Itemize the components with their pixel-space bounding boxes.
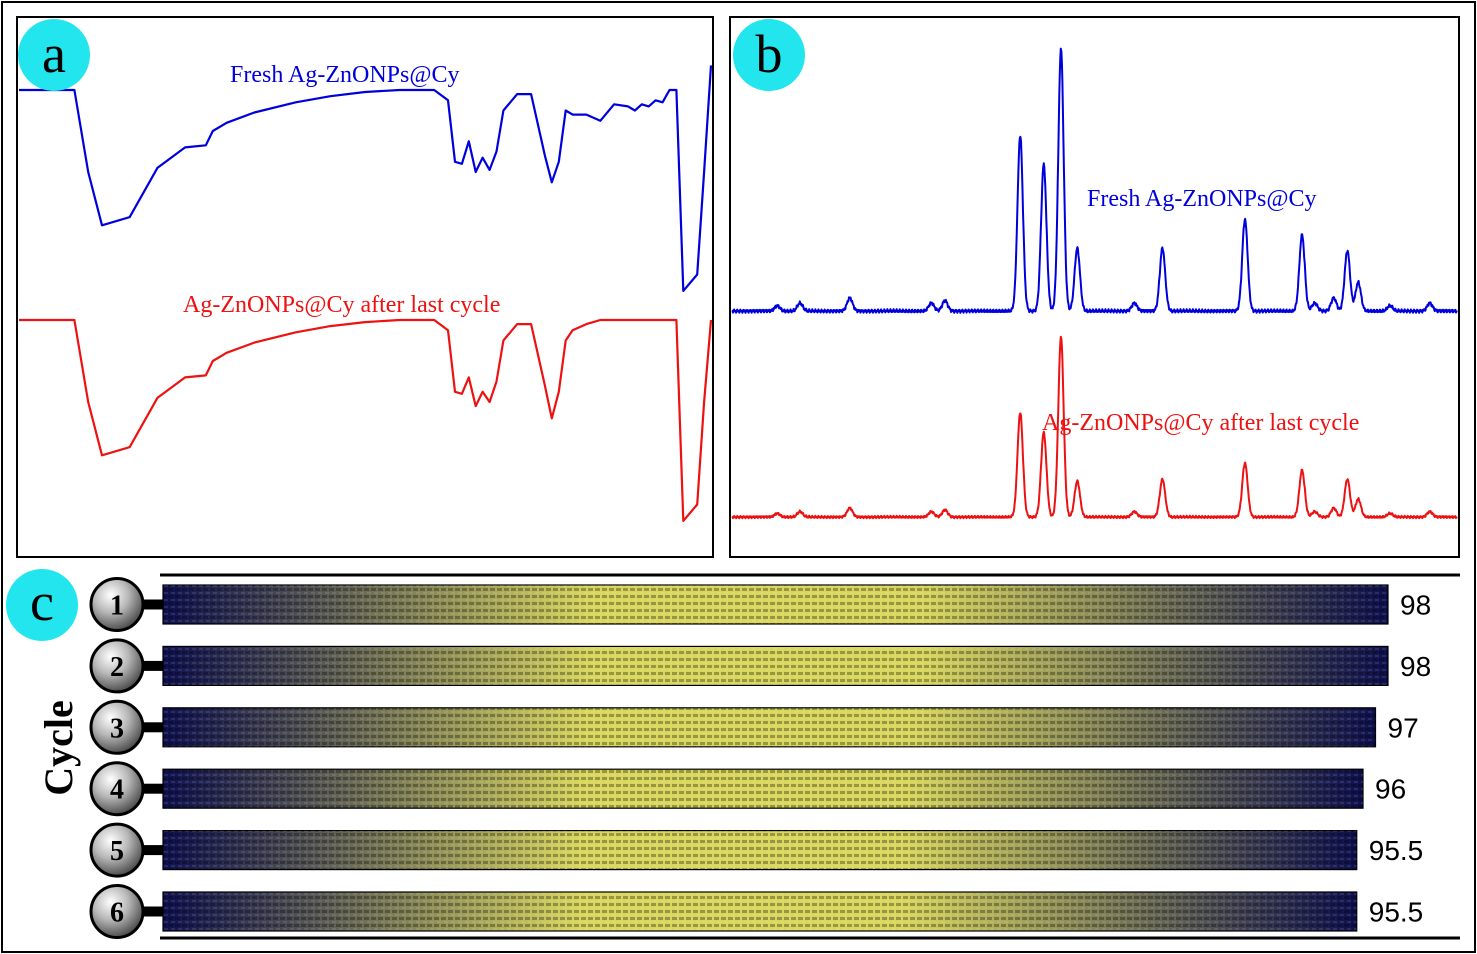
- cycle-bar-texture: [163, 892, 1357, 931]
- cycle-number: 3: [110, 713, 124, 744]
- panel-a-plot: [19, 65, 713, 522]
- panel-b-series-used: [731, 335, 1458, 520]
- cycle-value-label: 98: [1400, 651, 1431, 682]
- panel-c-badge-letter: c: [30, 572, 54, 632]
- cycle-connector: [141, 599, 163, 610]
- cycle-number: 6: [110, 898, 124, 929]
- cycle-number: 1: [110, 591, 124, 622]
- panel-a-label-used: Ag-ZnONPs@Cy after last cycle: [183, 292, 500, 318]
- panel-a: a Fresh Ag-ZnONPs@Cy Ag-ZnONPs@Cy after …: [16, 16, 714, 558]
- cycle-value-label: 98: [1400, 590, 1431, 621]
- cycle-number: 5: [110, 836, 124, 867]
- cycle-number-ball: [89, 699, 145, 755]
- cycle-number-ball: [89, 884, 145, 939]
- panel-c-badge: [6, 569, 78, 641]
- panel-c-bars: 1 982 983 974 965 95.56 95.5: [89, 577, 1431, 939]
- cycle-row: 5 95.5: [89, 822, 1424, 878]
- cycle-row: 2 98: [89, 638, 1431, 694]
- panel-a-badge: [18, 19, 90, 91]
- cycle-connector: [141, 660, 163, 671]
- cycle-number: 4: [110, 775, 124, 806]
- cycle-row: 3 97: [89, 699, 1419, 755]
- cycle-row: 4 96: [89, 761, 1406, 817]
- cycle-value-label: 96: [1375, 774, 1406, 805]
- panel-c-axis-label: Cycle: [36, 700, 81, 796]
- panel-b-badge-letter: b: [756, 24, 783, 84]
- panel-a-badge-letter: a: [42, 24, 66, 84]
- panel-b-plot: [731, 47, 1458, 520]
- cycle-connector: [141, 722, 163, 733]
- panel-c: c Cycle 1 982 983 974 965 95.56 95.5: [6, 569, 1460, 940]
- panel-a-series-used: [19, 318, 713, 522]
- panel-a-frame: [16, 16, 714, 558]
- cycle-bar-texture: [163, 830, 1357, 870]
- cycle-connector: [141, 783, 163, 794]
- cycle-bar-texture: [163, 769, 1363, 809]
- panel-a-series-fresh: [19, 65, 713, 292]
- panel-b-label-used: Ag-ZnONPs@Cy after last cycle: [1042, 410, 1359, 436]
- panel-b: b Fresh Ag-ZnONPs@Cy Ag-ZnONPs@Cy after …: [729, 16, 1460, 558]
- cycle-value-label: 95.5: [1369, 897, 1424, 928]
- panel-b-frame: [729, 16, 1460, 558]
- cycle-connector: [141, 906, 163, 917]
- cycle-number-ball: [89, 822, 145, 878]
- cycle-bar-texture: [163, 707, 1376, 747]
- cycle-value-label: 97: [1388, 712, 1419, 743]
- cycle-number: 2: [110, 652, 124, 683]
- cycle-bar-texture: [163, 646, 1388, 686]
- panel-b-label-fresh: Fresh Ag-ZnONPs@Cy: [1087, 186, 1316, 212]
- cycle-bar-texture: [163, 585, 1388, 624]
- cycle-row: 6 95.5: [89, 884, 1424, 939]
- cycle-number-ball: [89, 577, 145, 632]
- cycle-value-label: 95.5: [1369, 835, 1424, 866]
- cycle-number-ball: [89, 761, 145, 817]
- cycle-connector: [141, 845, 163, 856]
- panel-a-label-fresh: Fresh Ag-ZnONPs@Cy: [230, 62, 459, 88]
- cycle-row: 1 98: [89, 577, 1431, 632]
- panel-b-badge: [733, 19, 805, 91]
- panel-b-series-fresh: [731, 47, 1458, 314]
- cycle-number-ball: [89, 638, 145, 694]
